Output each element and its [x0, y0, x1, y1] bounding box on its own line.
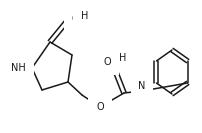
- Text: NH: NH: [11, 63, 26, 73]
- Text: O: O: [72, 14, 79, 24]
- Text: O: O: [103, 57, 110, 67]
- Text: N: N: [138, 81, 145, 91]
- Text: H: H: [81, 11, 88, 21]
- Text: H: H: [118, 53, 126, 63]
- Text: O: O: [96, 102, 103, 112]
